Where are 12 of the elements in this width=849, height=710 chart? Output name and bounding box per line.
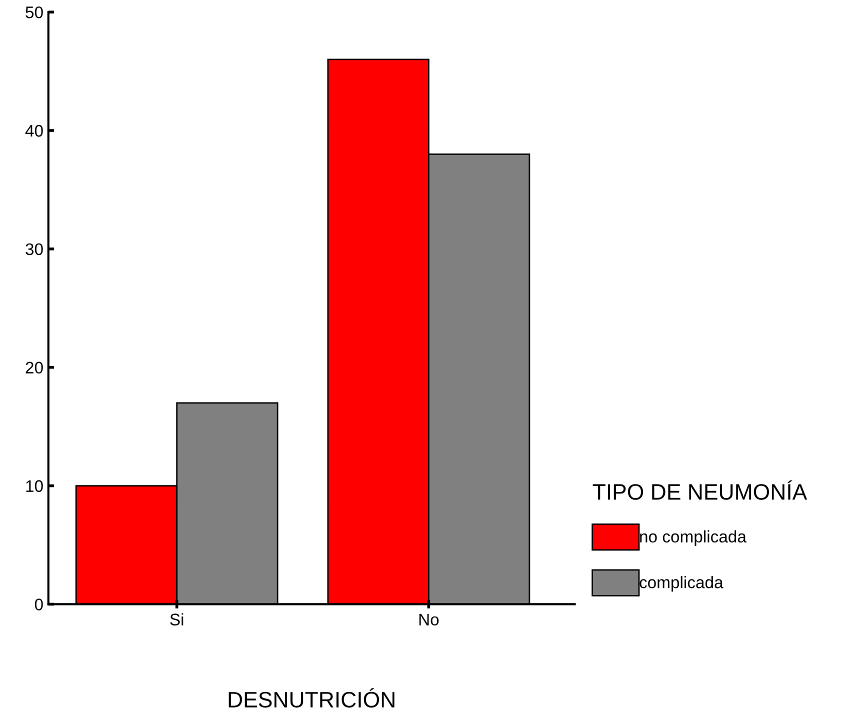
y-tick-label: 20 [26, 362, 43, 374]
x-tick-label: No [419, 614, 439, 626]
x-tick-label: Si [170, 613, 184, 626]
legend-label: complicada [640, 576, 724, 592]
y-tick-label: 0 [34, 598, 43, 610]
legend-title: TIPO DE NEUMONÍA [592, 480, 808, 500]
legend-label: no complicada [640, 530, 746, 546]
x-axis-title: DESNUTRICIÓN [228, 688, 394, 708]
y-tick-label: 40 [25, 124, 43, 137]
y-tick-label: 30 [26, 243, 43, 256]
y-tick-label: 10 [26, 480, 43, 492]
y-tick-label: 50 [26, 6, 43, 18]
